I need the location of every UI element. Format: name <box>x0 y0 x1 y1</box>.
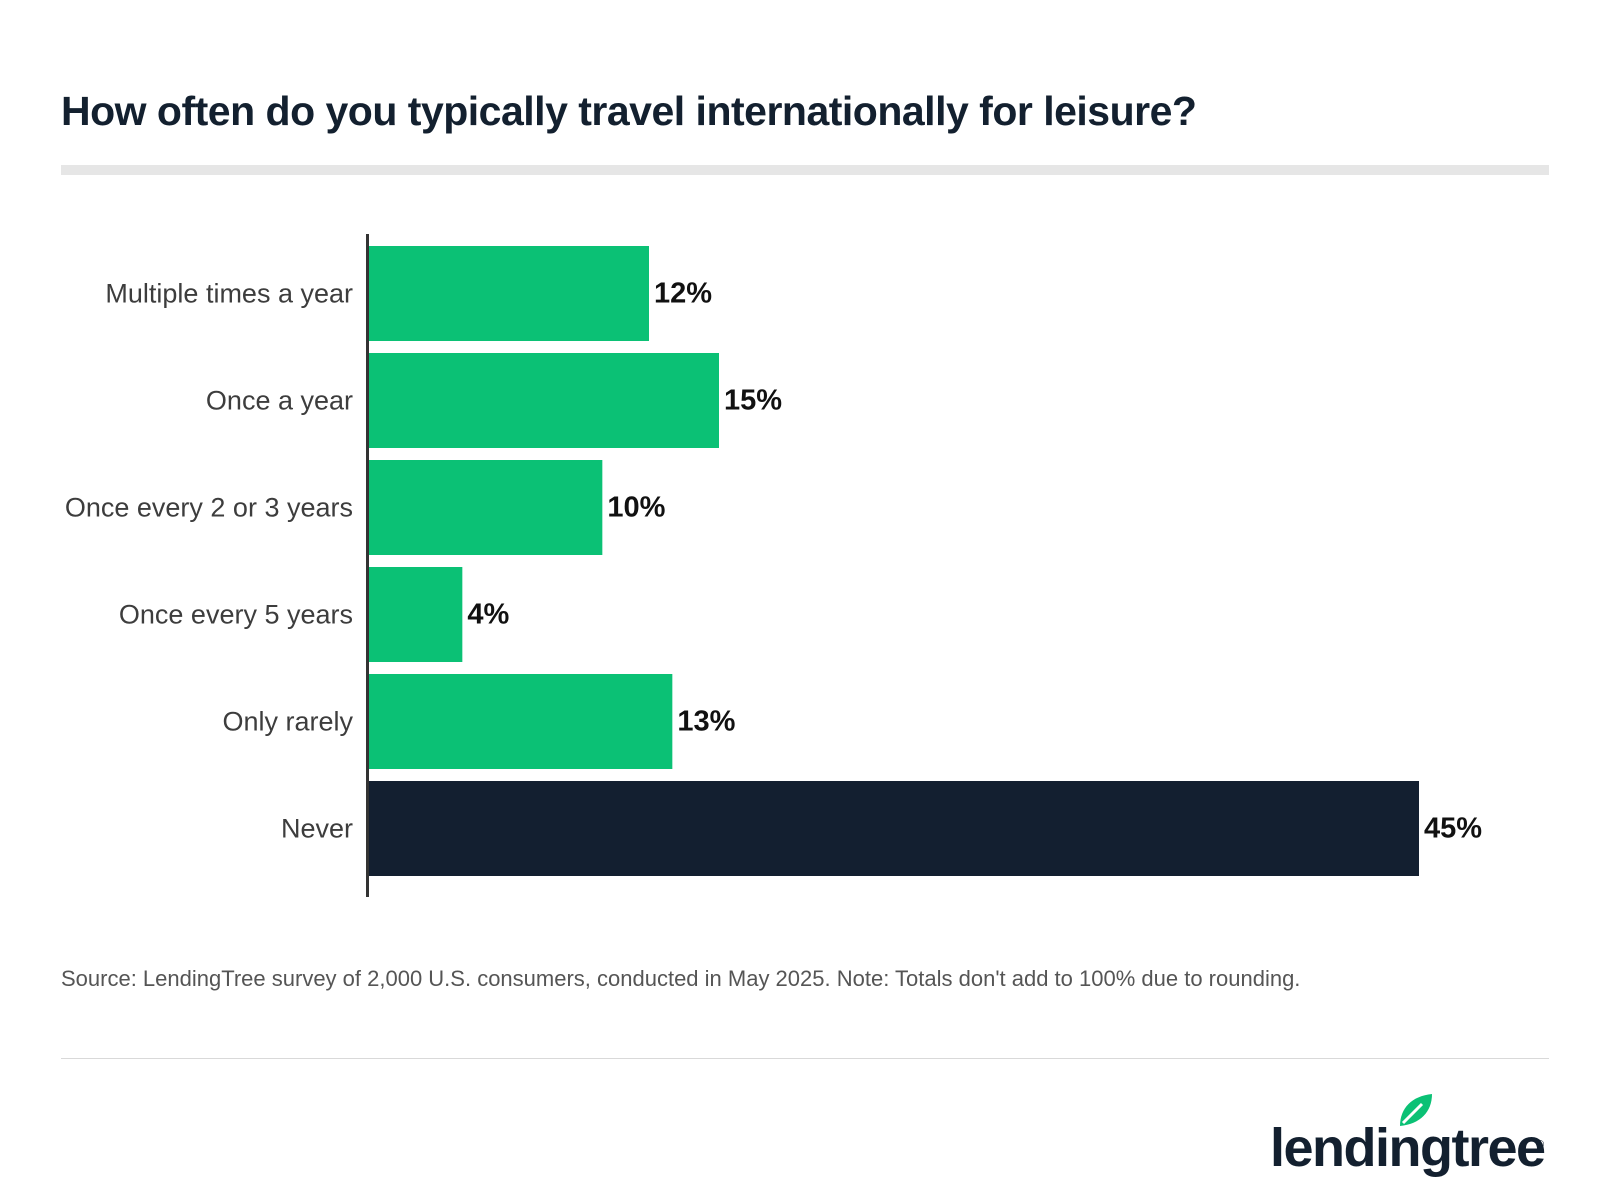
bar <box>369 674 673 769</box>
lendingtree-logo: lendingtree ® <box>1270 1094 1547 1178</box>
footer-divider <box>61 1058 1549 1059</box>
value-label: 13% <box>677 706 735 738</box>
value-label: 10% <box>607 492 665 524</box>
bar <box>369 567 463 662</box>
category-label: Once every 5 years <box>119 600 353 630</box>
category-label: Once a year <box>206 386 353 416</box>
category-label: Once every 2 or 3 years <box>65 493 353 523</box>
registered-mark: ® <box>1536 1139 1544 1151</box>
category-label: Only rarely <box>222 707 353 737</box>
bar <box>369 460 603 555</box>
y-axis-line <box>366 234 369 897</box>
value-label: 15% <box>724 385 782 417</box>
bar <box>369 353 719 448</box>
category-label: Never <box>281 814 353 844</box>
leaf-icon <box>1400 1094 1432 1126</box>
value-label: 4% <box>467 599 509 631</box>
chart-title: How often do you typically travel intern… <box>61 88 1197 134</box>
logo-wordmark: lendingtree <box>1270 1118 1545 1178</box>
value-label: 45% <box>1424 813 1482 845</box>
bar <box>369 781 1419 876</box>
bar-chart: Multiple times a year 12% Once a year 15% On… <box>65 234 1482 897</box>
title-divider <box>61 165 1549 175</box>
source-note: Source: LendingTree survey of 2,000 U.S.… <box>61 966 1301 991</box>
category-label: Multiple times a year <box>105 279 353 309</box>
bar <box>369 246 649 341</box>
value-label: 12% <box>654 278 712 310</box>
